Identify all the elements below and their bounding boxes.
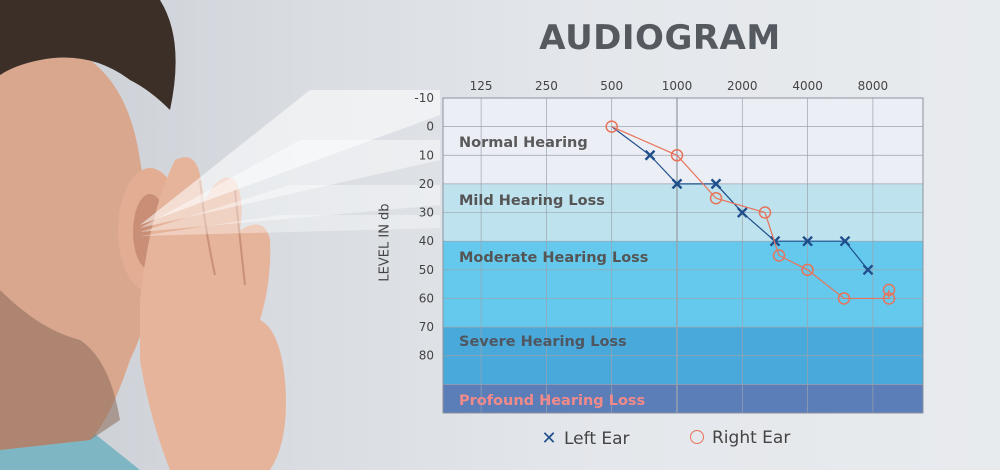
x-tick-label: 8000 <box>858 79 889 93</box>
y-tick-label: 30 <box>419 206 434 220</box>
sound-beam <box>140 140 440 228</box>
band-label: Mild Hearing Loss <box>459 193 605 209</box>
left-ear-point <box>839 235 851 247</box>
legend-left-label: Left Ear <box>564 429 630 449</box>
series-line-right-ear <box>611 126 890 300</box>
right-ear-point <box>670 149 684 162</box>
y-axis-label: LEVEL IN db <box>377 203 393 282</box>
legend-right-label: Right Ear <box>712 428 791 448</box>
sound-beam <box>140 90 440 225</box>
sound-beam <box>140 215 440 236</box>
x-tick-label: 1000 <box>662 79 693 93</box>
y-tick-label: 50 <box>419 263 434 277</box>
band-label: Normal Hearing <box>459 135 588 151</box>
right-ear-point <box>837 292 851 305</box>
x-tick-label: 500 <box>600 79 623 93</box>
y-tick-label: 20 <box>419 177 434 191</box>
plot-frame <box>442 97 924 414</box>
band-label: Severe Hearing Loss <box>459 334 627 350</box>
band-4 <box>443 384 923 413</box>
right-ear-point <box>605 120 618 133</box>
y-tick-label: 60 <box>419 291 434 305</box>
chart-title: AUDIOGRAM <box>539 18 781 58</box>
right-ear-point <box>882 292 896 305</box>
left-ear-point <box>736 207 748 218</box>
x-tick-label: 250 <box>535 79 558 93</box>
y-tick-label: 80 <box>419 349 434 363</box>
x-marker-icon: ✕ <box>541 428 557 449</box>
sound-beam <box>140 185 440 232</box>
band-label: Profound Hearing Loss <box>459 393 645 409</box>
legend-left-ear: ✕ Left Ear <box>540 428 630 449</box>
beard <box>0 290 120 450</box>
left-ear-point <box>710 178 722 190</box>
y-tick-label: 10 <box>419 148 434 162</box>
x-tick-label: 4000 <box>792 79 823 93</box>
left-ear-point <box>769 235 781 247</box>
right-ear-point <box>709 191 723 205</box>
hand <box>140 157 286 470</box>
right-ear-point <box>758 206 772 219</box>
right-ear-point <box>772 249 786 262</box>
band-2 <box>443 241 923 328</box>
x-tick-label: 2000 <box>727 79 758 93</box>
y-tick-label: -10 <box>414 91 434 105</box>
legend-right-ear: Right Ear <box>690 428 790 448</box>
band-0 <box>443 98 923 184</box>
man-listening-photo <box>0 0 440 470</box>
right-ear-point <box>801 263 814 277</box>
left-ear-point <box>802 235 813 247</box>
left-ear-point <box>644 149 656 161</box>
x-tick-label: 125 <box>470 79 493 93</box>
y-tick-label: 0 <box>426 120 434 134</box>
y-tick-label: 40 <box>419 234 434 248</box>
circle-marker-icon <box>690 430 704 444</box>
right-ear-point <box>882 283 896 297</box>
left-ear-point <box>671 178 683 190</box>
band-label: Moderate Hearing Loss <box>459 250 648 266</box>
y-tick-label: 70 <box>419 320 434 334</box>
left-ear-point <box>862 264 874 276</box>
hair <box>0 0 176 110</box>
